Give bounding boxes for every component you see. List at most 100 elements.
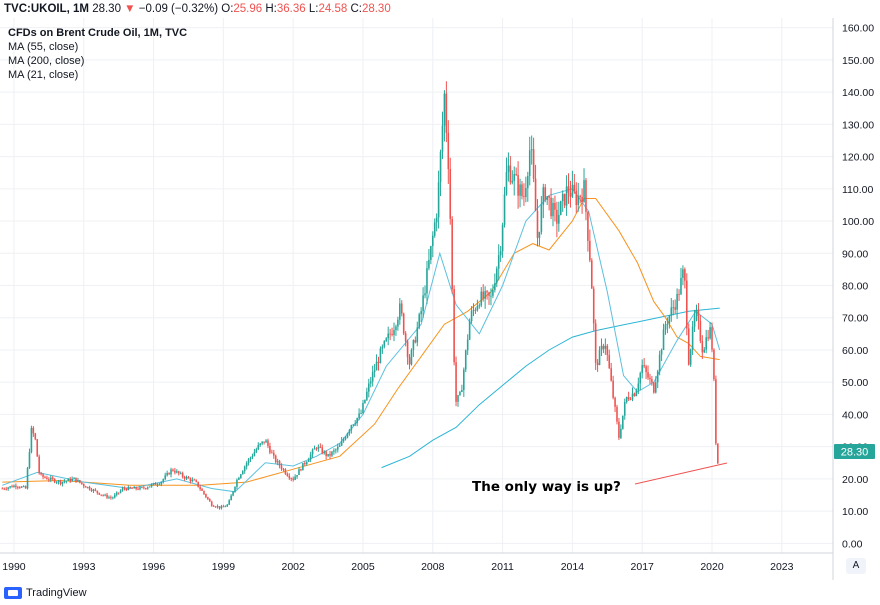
candle-body [666,324,669,325]
y-tick-label: 0.00 [842,538,863,550]
down-arrow-icon: ▼ [124,3,136,15]
candle-body [121,488,124,491]
candle-body [459,391,461,396]
candle-body [362,402,364,414]
candle-body [633,393,636,396]
tradingview-branding[interactable]: TradingView [4,587,87,599]
candle-body [464,350,467,370]
candle-body [672,307,675,309]
candle-body [397,319,399,327]
candle-body [131,487,134,489]
legend-ma55[interactable]: MA (55, close) [8,41,79,53]
candle-body [55,482,58,483]
candle-body [212,505,215,507]
price-badge-text: 28.30 [841,447,869,459]
candle-body [323,451,326,454]
candle-body [224,506,227,508]
symbol-label[interactable]: TVC:UKOIL, 1M [4,3,89,15]
candle-body [552,202,554,217]
candle-body [67,478,70,481]
candle-body [457,395,459,402]
candle-body [676,293,678,310]
candle-body [63,481,66,483]
candle-body [259,443,262,446]
candle-body [587,211,589,241]
candle-body [150,484,153,487]
candle-body [193,479,196,481]
candle-body [528,150,531,176]
candle-body [276,461,279,463]
candle-body [674,307,676,310]
candle-body [139,487,141,490]
candle-body [598,349,601,366]
y-tick-label: 40.00 [842,409,868,421]
candle-body [5,488,8,490]
candle-body [662,329,665,351]
candle-body [687,328,690,365]
candle-body [559,201,562,215]
legend-title[interactable]: CFDs on Brent Crude Oil, 1M, TVC [8,27,188,39]
candle-body [497,255,500,269]
annotation-text[interactable]: The only way is up? [472,479,621,495]
y-tick-label: 150.00 [842,55,874,67]
y-tick-label: 80.00 [842,281,868,293]
auto-scale-button[interactable]: A [846,558,866,574]
candle-body [668,315,671,325]
candle-body [406,341,409,358]
chart-legend: CFDs on Brent Crude Oil, 1M, TVC MA (55,… [8,26,187,82]
candle-body [629,399,632,401]
annotation-arrow[interactable] [634,462,728,485]
candle-body [494,283,496,290]
candle-body [486,291,488,293]
candle-body [400,303,403,314]
candle-body [364,399,366,403]
candle-body [13,485,15,488]
candle-body [88,486,91,490]
candle-body [9,486,11,488]
candle-body [519,184,521,196]
candle-body [590,260,593,289]
candle-body [181,473,184,477]
candle-body [304,463,306,465]
candle-body [7,487,9,490]
candle-body [534,178,537,212]
candle-body [379,348,382,364]
candle-body [682,269,684,278]
candle-body [594,323,597,363]
candle-body [416,327,419,343]
candle-body [455,362,457,402]
candle-body [102,494,104,496]
candle-body [468,321,471,340]
candle-body [160,481,163,485]
candle-body [373,370,376,373]
candle-body [579,195,581,198]
candle-body [141,487,143,489]
candle-body [381,346,384,349]
candle-body [331,451,333,456]
y-tick-label: 140.00 [842,87,874,99]
candle-body [461,390,463,392]
x-tick-label: 2008 [421,561,445,573]
candle-body [73,477,75,479]
candle-body [478,305,481,307]
candle-body [50,477,52,480]
candle-body [604,345,607,349]
candle-body [1,488,4,490]
candle-body [11,486,13,488]
candle-body [670,307,673,316]
candle-body [98,492,101,495]
x-axis[interactable]: 1990 1993 1996 1999 2002 2005 2008 2011 2014 2017… [2,561,793,573]
candle-body [393,330,395,335]
high-value: 36.36 [276,3,306,15]
candle-body [691,326,694,350]
candle-body [631,393,634,400]
candle-body [495,268,498,284]
candle-body [18,487,21,488]
candle-body [77,480,79,482]
candle-body [145,488,147,489]
legend-ma200[interactable]: MA (200, close) [8,55,85,67]
candle-body [86,486,89,488]
legend-ma21[interactable]: MA (21, close) [8,69,79,81]
candle-body [426,268,428,294]
